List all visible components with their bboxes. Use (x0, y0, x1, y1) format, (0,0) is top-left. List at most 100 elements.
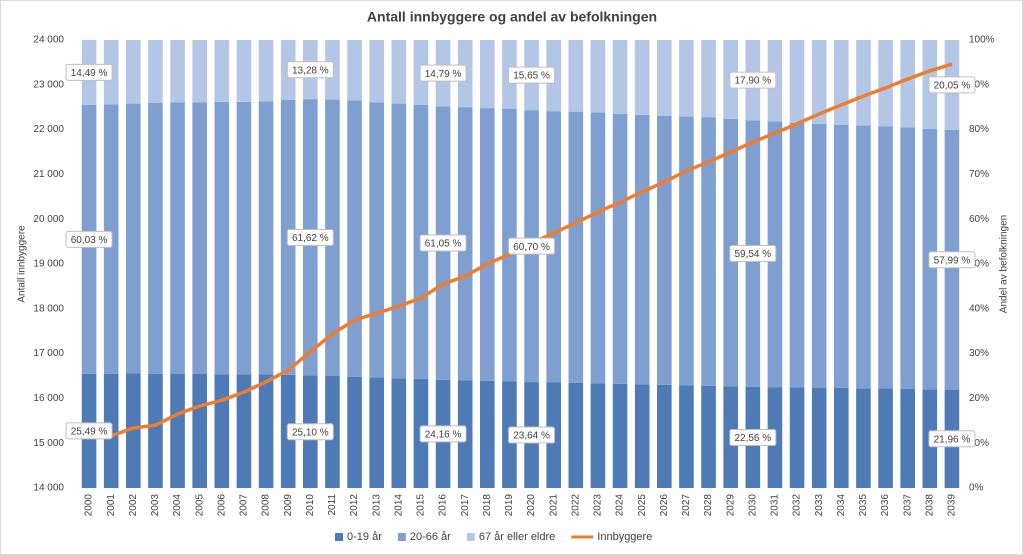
data-label-box (286, 423, 334, 441)
bar-segment (834, 40, 849, 125)
y-tick-label: 20 000 (33, 214, 64, 225)
bar-segment (834, 124, 849, 388)
bar-segment (568, 111, 584, 383)
data-label-box (419, 64, 467, 82)
data-label: 25,49 % (65, 422, 113, 440)
legend-label: Innbyggere (597, 531, 652, 543)
data-label-box (508, 66, 556, 84)
bar-segment (347, 100, 362, 377)
bar-segment (878, 126, 893, 389)
y-tick-label: 15 000 (33, 438, 64, 449)
bar-segment (258, 40, 274, 102)
bar-segment (214, 40, 230, 102)
bar-segment (679, 116, 694, 386)
y-tick-label: 14 000 (33, 483, 64, 494)
data-label: 60,70 % (508, 237, 556, 255)
x-tick-label: 2026 (659, 494, 670, 517)
x-tick-label: 2034 (836, 494, 847, 517)
data-label-text: 25,10 % (292, 427, 329, 438)
bar-segment (214, 101, 230, 375)
x-tick-label: 2009 (283, 494, 294, 517)
x-tick-label: 2029 (725, 494, 736, 517)
x-tick-label: 2027 (681, 494, 692, 517)
y2-tick-label: 20% (969, 393, 989, 404)
y-tick-label: 16 000 (33, 393, 64, 404)
x-tick-label: 2035 (858, 494, 869, 517)
bar-segment (900, 127, 915, 389)
x-tick-label: 2025 (637, 494, 648, 517)
x-tick-label: 2037 (902, 494, 913, 517)
data-label-text: 61,62 % (292, 233, 329, 244)
bar-segment (369, 40, 384, 103)
data-label: 24,16 % (419, 425, 467, 443)
x-tick-label: 2007 (239, 494, 250, 517)
bar-segment (612, 383, 628, 488)
y2-tick-label: 40% (969, 303, 989, 314)
bar-segment (480, 380, 495, 488)
data-label-box (419, 234, 467, 252)
bar-segment (347, 40, 362, 101)
legend-swatch (397, 533, 406, 541)
x-tick-label: 2010 (305, 494, 316, 517)
data-label-text: 22,56 % (734, 433, 771, 444)
x-tick-label: 2004 (172, 494, 183, 517)
bar-segment (126, 373, 141, 488)
data-label-text: 60,03 % (71, 235, 108, 246)
bar-segment (612, 113, 628, 384)
bar-segment (568, 40, 584, 112)
data-label-box (928, 430, 976, 448)
x-tick-label: 2013 (371, 494, 382, 517)
bar-segment (811, 387, 827, 488)
x-tick-label: 2030 (747, 494, 758, 517)
bar-segment (126, 40, 141, 104)
data-label-box (286, 229, 334, 247)
data-label: 61,05 % (419, 234, 467, 252)
data-label: 23,64 % (508, 426, 556, 444)
bar-segment (657, 40, 672, 116)
x-tick-label: 2005 (194, 494, 205, 517)
y2-axis-title: Andel av befolkningen (999, 215, 1010, 313)
y-tick-label: 21 000 (33, 169, 64, 180)
x-tick-label: 2023 (593, 494, 604, 517)
data-label-box (286, 61, 334, 79)
bar-segment (856, 125, 871, 389)
x-tick-label: 2019 (504, 494, 515, 517)
bar-segment (634, 114, 650, 385)
bar-segment (236, 40, 252, 102)
bar-segment (634, 384, 650, 488)
bar-segment (369, 102, 384, 378)
data-label-box (729, 71, 777, 89)
x-tick-label: 2036 (880, 494, 891, 517)
bar-segment (657, 115, 672, 385)
x-tick-label: 2016 (438, 494, 449, 517)
bar-segment (789, 40, 805, 123)
x-tick-label: 2006 (216, 494, 227, 517)
data-label-box (65, 63, 113, 81)
x-tick-label: 2014 (393, 494, 404, 517)
x-tick-label: 2012 (349, 494, 360, 517)
x-tick-label: 2008 (261, 494, 272, 517)
x-tick-label: 2038 (924, 494, 935, 517)
bar-segment (192, 40, 207, 103)
bar-segment (480, 108, 495, 381)
bar-segment (679, 385, 694, 488)
data-label-text: 60,70 % (513, 242, 550, 253)
data-label: 15,65 % (508, 66, 556, 84)
x-tick-label: 2002 (128, 494, 139, 517)
legend-label: 67 år eller eldre (479, 531, 555, 543)
data-label-text: 24,16 % (425, 430, 462, 441)
x-tick-label: 2032 (792, 494, 803, 517)
data-label-box (729, 428, 777, 446)
bar-segment (192, 373, 207, 488)
bar-segment (878, 388, 893, 488)
bar-segment (126, 103, 141, 374)
data-label-box (508, 237, 556, 255)
y-tick-label: 22 000 (33, 124, 64, 135)
bar-segment (834, 387, 849, 488)
data-label: 57,99 % (928, 251, 976, 269)
bar-segment (258, 374, 274, 488)
x-tick-label: 2003 (150, 494, 161, 517)
bar-segment (590, 112, 606, 384)
data-label-text: 23,64 % (513, 431, 550, 442)
